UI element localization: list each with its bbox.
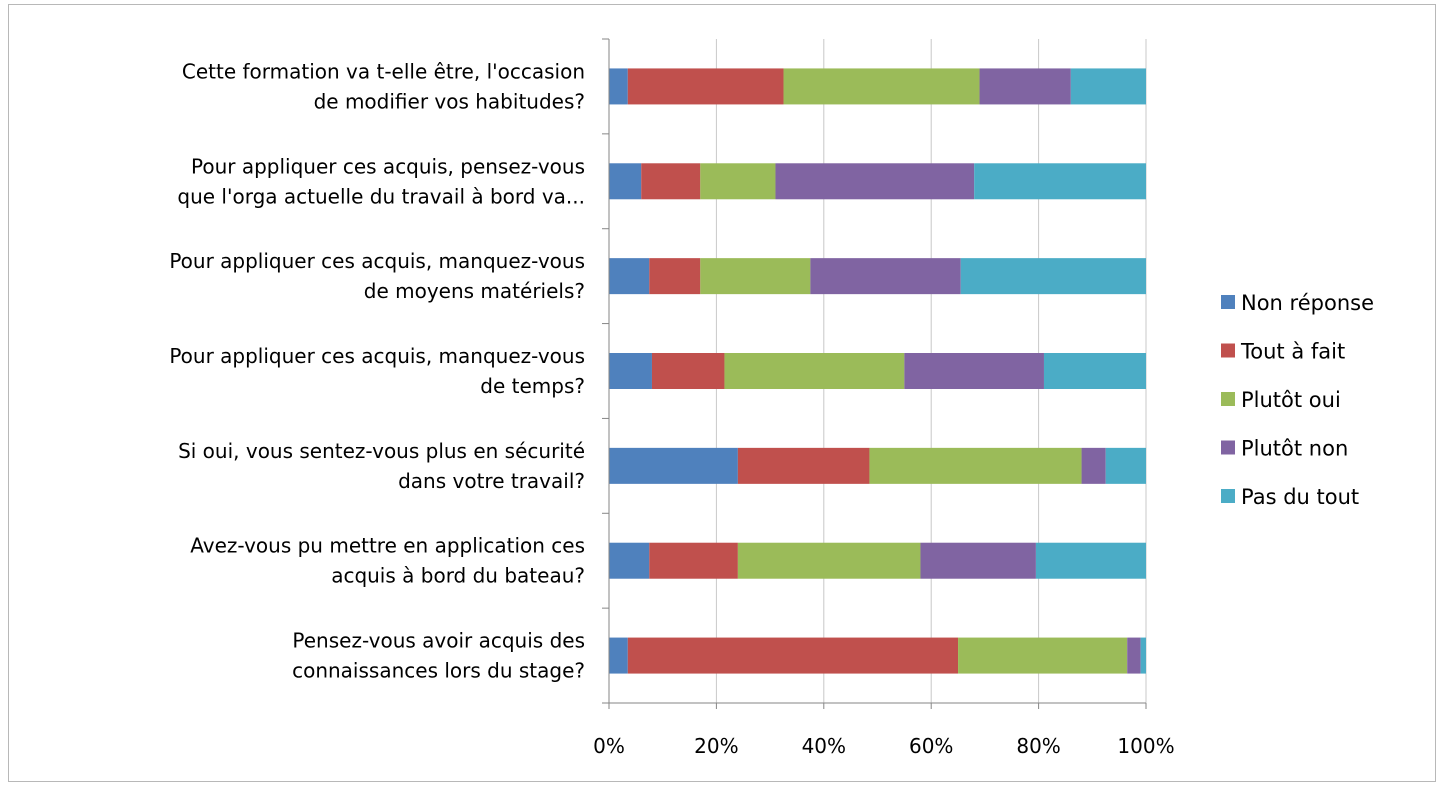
bar-segment <box>960 258 1146 295</box>
bar-segment <box>737 542 921 579</box>
bar-segment <box>700 258 811 295</box>
category-label: Pour appliquer ces acquis, pensez-vous <box>191 154 585 178</box>
bars-group <box>609 68 1146 674</box>
x-tick-label: 0% <box>593 734 625 758</box>
legend-swatch <box>1221 489 1235 503</box>
x-tick-label: 60% <box>909 734 953 758</box>
bar-segment <box>1105 447 1146 484</box>
axes <box>602 38 1147 709</box>
bar-segment <box>979 68 1071 105</box>
category-label: que l'orga actuelle du travail à bord va… <box>177 184 585 208</box>
bar-segment <box>904 353 1044 389</box>
bar-segment <box>627 68 784 105</box>
category-label: acquis à bord du bateau? <box>331 564 585 588</box>
x-tick-label: 100% <box>1117 734 1174 758</box>
legend-label: Tout à fait <box>1240 340 1345 364</box>
bar-segment <box>649 542 738 579</box>
bar-segment <box>1081 447 1106 484</box>
bar-segment <box>974 163 1146 200</box>
x-tick-label: 80% <box>1016 734 1060 758</box>
bar-segment <box>775 163 975 200</box>
bar-segment <box>609 637 628 674</box>
category-label: Pensez-vous avoir acquis des <box>292 629 585 653</box>
bar-segment <box>609 542 650 579</box>
category-labels: Cette formation va t-elle être, l'occasi… <box>169 59 585 682</box>
legend-swatch <box>1221 295 1235 309</box>
category-label: connaissances lors du stage? <box>292 659 585 683</box>
legend-label: Plutôt oui <box>1241 388 1341 412</box>
category-label: Si oui, vous sentez-vous plus en sécurit… <box>178 439 585 463</box>
bar-segment <box>641 163 701 200</box>
bar-segment <box>1035 542 1146 579</box>
legend-label: Plutôt non <box>1241 437 1348 461</box>
stacked-bar-chart: Cette formation va t-elle être, l'occasi… <box>169 38 1374 758</box>
category-label: Pour appliquer ces acquis, manquez-vous <box>169 344 585 368</box>
bar-segment <box>958 637 1128 674</box>
bar-segment <box>1043 353 1146 389</box>
legend-swatch <box>1221 392 1235 406</box>
x-tick-label: 40% <box>802 734 846 758</box>
legend: Non réponse Tout à fait Plutôt oui Plutôt n… <box>1221 291 1374 509</box>
category-label: Pour appliquer ces acquis, manquez-vous <box>169 249 585 273</box>
bar-segment <box>869 447 1082 484</box>
bar-segment <box>649 258 701 295</box>
bar-segment <box>609 163 642 200</box>
category-label: de moyens matériels? <box>364 279 585 303</box>
bar-segment <box>1070 68 1146 105</box>
bar-segment <box>700 163 776 200</box>
bar-segment <box>627 637 959 674</box>
bar-segment <box>609 353 652 389</box>
bar-segment <box>1140 637 1146 674</box>
legend-label: Non réponse <box>1241 291 1374 315</box>
legend-swatch <box>1221 440 1235 455</box>
category-label: dans votre travail? <box>398 469 585 493</box>
bar-segment <box>609 68 628 105</box>
category-label: Cette formation va t-elle être, l'occasi… <box>182 59 585 83</box>
bar-segment <box>1127 637 1141 674</box>
chart-frame: Cette formation va t-elle être, l'occasi… <box>8 4 1436 782</box>
legend-swatch <box>1221 343 1235 358</box>
bar-segment <box>783 68 980 105</box>
bar-segment <box>920 542 1036 579</box>
bar-segment <box>609 258 650 295</box>
bar-segment <box>651 353 725 389</box>
bar-segment <box>810 258 961 295</box>
x-tick-label: 20% <box>694 734 738 758</box>
category-label: de temps? <box>480 374 585 398</box>
x-tick-labels: 0% 20% 40% 60% 80% 100% <box>593 734 1174 758</box>
bar-segment <box>609 447 738 484</box>
bar-segment <box>724 353 905 389</box>
legend-label: Pas du tout <box>1241 485 1359 509</box>
category-label: de modifier vos habitudes? <box>314 89 585 113</box>
bar-segment <box>737 447 870 484</box>
category-label: Avez-vous pu mettre en application ces <box>190 534 585 558</box>
